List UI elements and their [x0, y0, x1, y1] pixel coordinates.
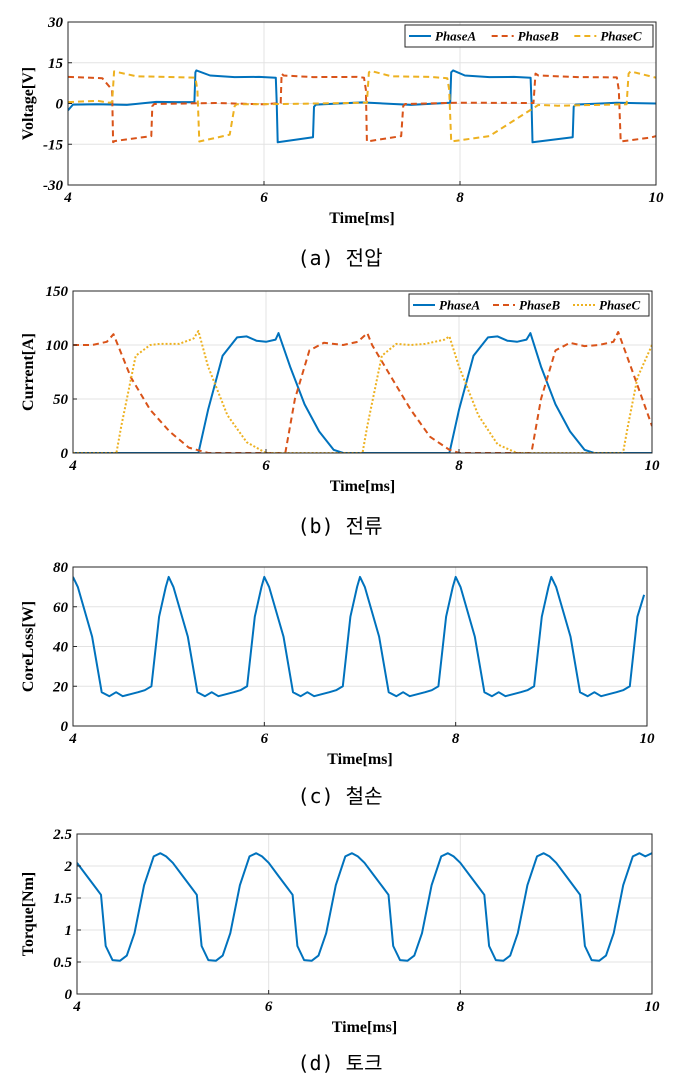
y-axis-label: CoreLoss[W]: [20, 601, 37, 692]
series-line-phasec: [73, 330, 652, 453]
y-tick-label: 100: [46, 338, 69, 354]
y-axis-label: Voltage[V]: [20, 67, 37, 140]
y-tick-label: 1.5: [53, 891, 72, 907]
plot-area: [76, 833, 653, 995]
x-tick-label: 8: [455, 458, 463, 474]
legend-label-phaseb: PhaseB: [518, 29, 560, 44]
caption-coreloss: (c) 철손: [298, 784, 383, 808]
x-tick-label: 8: [456, 190, 464, 206]
caption-current: (b) 전류: [298, 514, 383, 538]
series-line: [73, 575, 646, 698]
coreloss-panel: 4 6 8 10 0 20 40 60 80 Time[ms] CoreLoss[W]: [20, 560, 655, 768]
y-axis-label: Torque[Nm]: [20, 872, 37, 956]
series-line-phasea: [73, 332, 652, 453]
legend-label-phasec: PhaseC: [599, 298, 641, 313]
x-tick-label: 10: [649, 190, 665, 206]
legend-label-phasea: PhaseA: [435, 29, 477, 44]
x-tick-label: 6: [261, 731, 269, 747]
series-line-phasea: [68, 69, 656, 144]
caption-voltage: (a) 전압: [298, 246, 383, 270]
x-tick-label: 8: [457, 999, 465, 1015]
x-axis-label: Time[ms]: [330, 478, 395, 495]
torque-panel: 4 6 8 10 0 0.5 1 1.5 2 2.5 Time[ms] Torque[Nm]: [20, 827, 660, 1036]
y-tick-label: 80: [53, 560, 69, 576]
x-tick-label: 10: [640, 731, 656, 747]
y-tick-label: 50: [53, 392, 69, 408]
legend-label-phaseb: PhaseB: [519, 298, 561, 313]
legend-label-phasec: PhaseC: [600, 29, 642, 44]
x-tick-label: 6: [262, 458, 270, 474]
x-tick-label: 4: [72, 999, 81, 1015]
legend-label-phasea: PhaseA: [439, 298, 481, 313]
voltage-panel: 4 6 8 10 -30 -15 0 15 30 Time[ms] Voltage[V] PhaseA…: [20, 15, 664, 227]
y-tick-label: 150: [46, 284, 69, 300]
y-tick-label: -15: [43, 137, 63, 153]
caption-torque: (d) 토크: [298, 1051, 383, 1075]
y-tick-label: 1: [65, 923, 73, 939]
y-tick-label: 40: [52, 640, 69, 656]
y-tick-label: 15: [48, 56, 64, 72]
x-tick-label: 6: [260, 190, 268, 206]
y-tick-label: 0: [61, 719, 69, 735]
x-tick-label: 8: [452, 731, 460, 747]
x-tick-label: 6: [265, 999, 273, 1015]
y-tick-label: 2.5: [52, 827, 72, 843]
x-tick-label: 10: [645, 999, 661, 1015]
y-tick-label: 20: [52, 679, 69, 695]
y-tick-label: 60: [53, 600, 69, 616]
x-tick-label: 4: [68, 458, 77, 474]
series-line-phasec: [68, 69, 656, 143]
x-axis-label: Time[ms]: [327, 751, 392, 768]
y-tick-label: 0: [56, 97, 64, 113]
y-tick-label: 30: [47, 15, 64, 31]
y-axis-label: Current[A]: [20, 333, 37, 411]
x-tick-label: 4: [63, 190, 72, 206]
y-tick-label: 2: [64, 859, 73, 875]
legend: [404, 24, 654, 48]
x-axis-label: Time[ms]: [332, 1019, 397, 1036]
series-line-phaseb: [73, 331, 652, 453]
x-axis-label: Time[ms]: [329, 210, 394, 227]
y-tick-label: 0: [65, 987, 73, 1003]
legend: [408, 293, 650, 317]
plot-area: [72, 290, 653, 454]
x-tick-label: 10: [645, 458, 661, 474]
y-tick-label: 0: [61, 446, 69, 462]
y-tick-label: 0.5: [53, 955, 72, 971]
y-tick-label: -30: [43, 178, 63, 194]
x-tick-label: 4: [68, 731, 77, 747]
series-line-phaseb: [68, 72, 656, 144]
series-line: [77, 852, 652, 962]
